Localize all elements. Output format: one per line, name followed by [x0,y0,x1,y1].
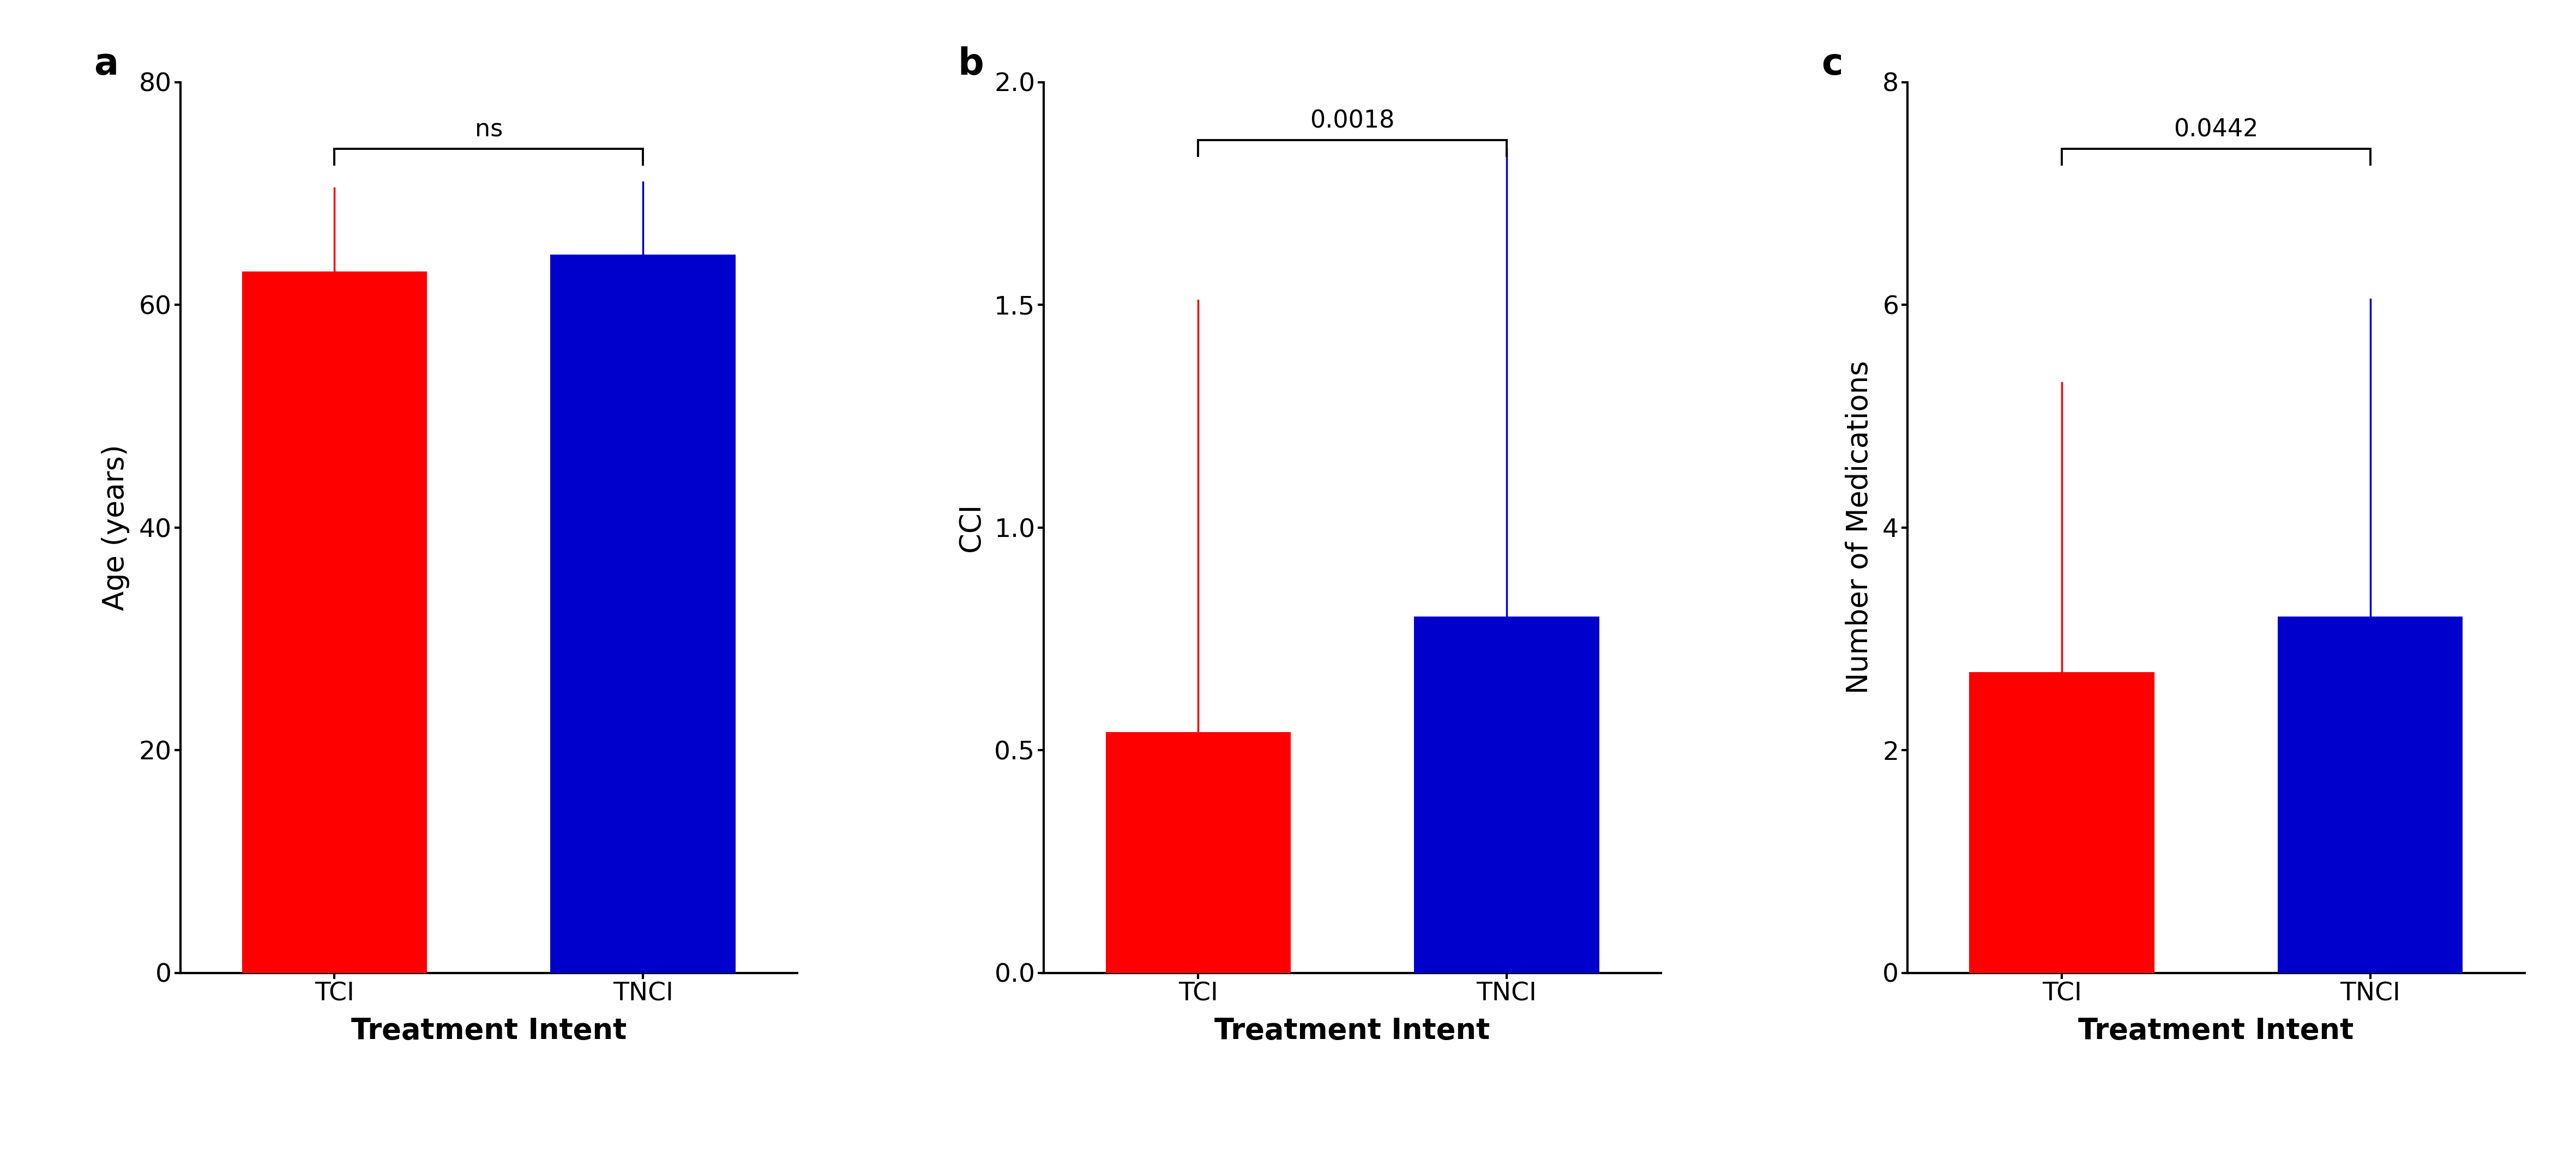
Y-axis label: CCI: CCI [956,503,984,552]
Bar [1414,616,1600,973]
Bar [551,254,737,973]
X-axis label: Treatment Intent: Treatment Intent [2079,1016,2354,1045]
X-axis label: Treatment Intent: Treatment Intent [350,1016,626,1045]
Text: b: b [958,47,984,82]
Bar [1105,732,1291,973]
Y-axis label: Age (years): Age (years) [100,444,129,611]
Bar [242,271,428,973]
Text: 0.0442: 0.0442 [2174,118,2259,142]
Bar [2277,616,2463,973]
Text: c: c [1821,47,1842,82]
Text: ns: ns [474,118,502,142]
Text: 0.0018: 0.0018 [1311,109,1394,132]
Y-axis label: Number of Medications: Number of Medications [1844,361,1873,694]
X-axis label: Treatment Intent: Treatment Intent [1216,1016,1489,1045]
Bar [1968,672,2154,973]
Text: a: a [93,47,118,82]
